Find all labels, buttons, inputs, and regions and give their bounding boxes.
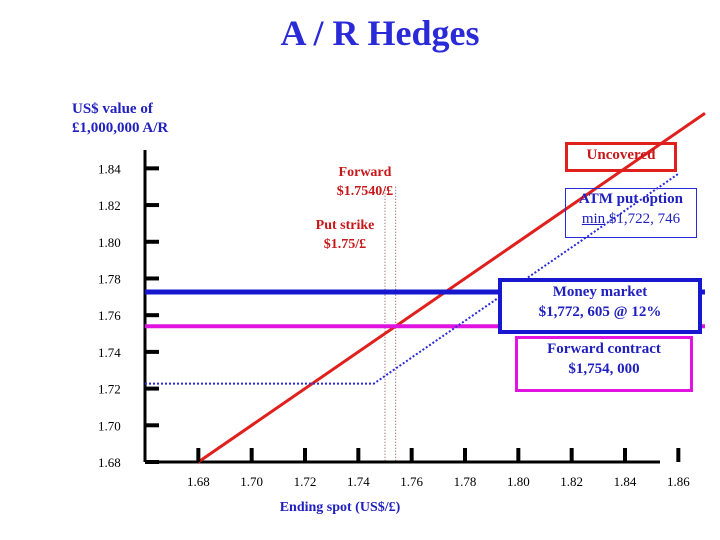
atm-min-prefix: min <box>581 211 606 227</box>
atm-put-label-box: ATM put option min $1,722, 746 <box>565 188 697 238</box>
put-strike-line2: $1.75/£ <box>323 237 367 252</box>
forward-rate-line1: Forward <box>338 165 392 180</box>
x-tick-label-5: 1.78 <box>454 474 477 489</box>
x-tick-label-6: 1.80 <box>507 474 530 489</box>
x-tick-label-9: 1.86 <box>667 474 690 489</box>
forward-rate-line2: $1.7540/£ <box>336 184 394 199</box>
axes <box>143 150 660 464</box>
y-tick-label-5: 1.78 <box>98 271 121 286</box>
money-market-line2: $1,772, 605 @ 12% <box>538 304 662 320</box>
money-market-label-box: Money market $1,772, 605 @ 12% <box>498 278 702 334</box>
x-tick-label-4: 1.76 <box>400 474 423 489</box>
y-tick-label-3: 1.74 <box>98 345 121 360</box>
guide-lines <box>384 186 397 462</box>
money-market-line1: Money market <box>552 284 648 300</box>
x-tick-label-8: 1.84 <box>614 474 637 489</box>
y-tick-label-6: 1.80 <box>98 235 121 250</box>
put-strike-line1: Put strike <box>315 218 375 233</box>
y-tick-label-2: 1.72 <box>98 382 121 397</box>
y-tick-label-8: 1.84 <box>98 161 121 176</box>
forward-contract-line1: Forward contract <box>547 341 661 357</box>
y-tick-label-4: 1.76 <box>98 308 121 323</box>
y-axis-label-line1: US$ value of <box>72 101 153 117</box>
forward-contract-label-box: Forward contract $1,754, 000 <box>515 336 693 392</box>
atm-put-label-line1: ATM put option <box>579 191 683 207</box>
y-tick-label-7: 1.82 <box>98 198 121 213</box>
uncovered-label-box: Uncovered <box>565 142 677 172</box>
put-strike-annotation: Put strike $1.75/£ <box>290 216 400 254</box>
uncovered-label: Uncovered <box>586 147 656 163</box>
y-tick-label-1: 1.70 <box>98 418 121 433</box>
atm-put-label-line2: min $1,722, 746 <box>566 209 696 229</box>
forward-rate-annotation: Forward $1.7540/£ <box>305 163 425 201</box>
x-tick-label-0: 1.68 <box>187 474 210 489</box>
y-tick-label-0: 1.68 <box>98 455 121 470</box>
x-axis-label: Ending spot (US$/£) <box>279 500 401 515</box>
tick-marks: 1.68 1.70 1.72 1.74 1.76 1.78 1.80 1.82 1.84 1.68… <box>98 161 690 489</box>
atm-min-value: $1,722, 746 <box>605 211 681 227</box>
x-tick-label-2: 1.72 <box>294 474 317 489</box>
x-tick-label-1: 1.70 <box>240 474 263 489</box>
y-axis-label: US$ value of £1,000,000 A/R <box>72 100 232 138</box>
y-axis-label-line2: £1,000,000 A/R <box>72 120 169 136</box>
x-tick-label-3: 1.74 <box>347 474 370 489</box>
slide-title: A / R Hedges <box>280 13 480 53</box>
x-tick-label-7: 1.82 <box>560 474 583 489</box>
forward-contract-line2: $1,754, 000 <box>568 361 640 377</box>
series-atm-put-option <box>145 173 679 385</box>
